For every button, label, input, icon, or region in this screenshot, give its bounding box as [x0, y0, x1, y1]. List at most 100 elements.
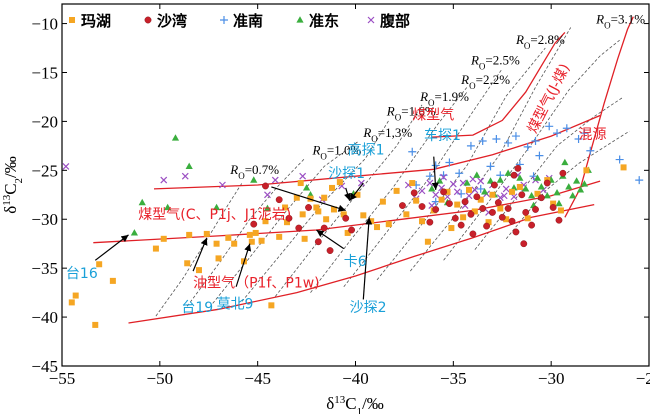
point-mahu [329, 184, 336, 191]
well-arrows [94, 156, 439, 300]
point-fubu [449, 180, 457, 188]
point-mahu [323, 216, 330, 223]
point-mahu [354, 191, 361, 198]
point-zhunnan [478, 136, 487, 145]
point-mahu [313, 204, 320, 211]
point-zhundong [528, 191, 536, 199]
axes: −55 −50 −45 −40 −35 −30 −25 −10 −15 −20 −25 −30 −35 −… [31, 4, 650, 388]
point-shawan [320, 224, 328, 232]
legend-label: 沙湾 [157, 12, 187, 30]
point-mahu [503, 216, 510, 223]
point-mahu [195, 267, 202, 274]
point-shawan [467, 210, 475, 218]
point-zhundong [561, 158, 569, 166]
point-shawan [399, 202, 406, 209]
legend-label: 玛湖 [81, 12, 111, 30]
annotation-arrow [349, 182, 364, 202]
point-mahu [438, 196, 445, 203]
point-zhundong [171, 134, 180, 141]
point-shawan [440, 188, 447, 196]
ro-isoline-2 [212, 141, 358, 304]
point-shawan [522, 208, 530, 216]
point-mahu [471, 208, 478, 215]
point-shawan [451, 214, 459, 222]
point-fubu [219, 181, 226, 189]
annotation-label: 煤型气(C、P1j、J1泥岩) [138, 207, 291, 223]
point-mahu [465, 186, 472, 193]
point-zhundong [565, 183, 573, 190]
annotation-arrow [362, 217, 373, 300]
point-fubu [453, 188, 461, 196]
point-shawan [518, 191, 526, 199]
point-zhundong [138, 198, 146, 206]
point-mahu [477, 196, 484, 203]
point-zhundong [543, 191, 551, 199]
point-mahu [413, 197, 420, 204]
point-zhunnan [492, 135, 501, 144]
y-tick-label: −25 [31, 161, 58, 180]
point-shawan [426, 218, 434, 226]
point-mahu [258, 237, 265, 244]
point-fubu [418, 187, 426, 195]
annotation-label: 台16 [66, 266, 98, 282]
point-mahu [225, 234, 232, 241]
annotation-label: 台19 [181, 300, 213, 316]
point-mahu [409, 180, 416, 187]
point-fubu [477, 177, 485, 185]
point-mahu [583, 167, 590, 174]
point-zhundong [580, 180, 589, 187]
point-mahu [96, 261, 103, 268]
point-mahu [460, 214, 467, 221]
ro-isoline-1 [186, 158, 305, 307]
point-shawan [537, 194, 545, 202]
point-mahu [231, 240, 238, 247]
ro-label: RO=1.0% [311, 143, 361, 162]
point-mahu [374, 224, 381, 231]
point-zhunnan [431, 161, 440, 170]
legend-item-zhundong: 准东 [296, 12, 339, 30]
y-tick-label: −10 [31, 15, 58, 34]
legend: 玛湖 沙湾 准南 准东 腹部 [69, 12, 410, 30]
point-shawan [262, 182, 269, 190]
ro-label: RO=0.7% [229, 162, 279, 181]
point-shawan [479, 205, 487, 212]
point-zhundong [185, 162, 193, 170]
point-zhundong [263, 204, 272, 212]
point-mahu [248, 238, 255, 245]
point-mahu [92, 321, 99, 328]
point-shawan [510, 171, 518, 179]
point-zhundong [463, 179, 471, 186]
point-zhunnan [580, 129, 589, 138]
ro-label: RO=3.1% [595, 12, 645, 31]
point-mahu [393, 187, 400, 194]
annotation-label: 沙探1 [328, 166, 365, 182]
point-zhunnan [523, 142, 532, 151]
boundary-curve-3 [431, 31, 566, 138]
point-zhunnan [431, 197, 440, 206]
point-zhundong [164, 203, 172, 211]
point-shawan [559, 169, 567, 177]
point-zhundong [553, 189, 561, 196]
point-mahu [72, 292, 79, 299]
point-zhunnan [553, 129, 562, 138]
point-fubu [160, 176, 168, 184]
point-shawan [342, 214, 350, 222]
point-zhundong [576, 186, 585, 193]
point-shawan [555, 216, 563, 224]
point-mahu [379, 198, 386, 205]
point-zhunnan [574, 135, 583, 144]
point-zhunnan [531, 136, 540, 145]
ro-isoline-8 [409, 27, 572, 272]
legend-label: 准南 [233, 12, 263, 30]
point-zhundong [302, 184, 311, 191]
ro-isolines [155, 27, 630, 317]
annotation-arrow [94, 234, 129, 261]
ro-labels: RO=0.7%RO=1.0%RO=1,3%RO=1.6%RO=1.9%RO=2.… [229, 12, 645, 182]
point-fubu [181, 172, 189, 180]
point-shawan [285, 214, 293, 222]
point-mahu [276, 233, 283, 240]
annotation-label: 卡6 [344, 254, 367, 270]
point-mahu [282, 204, 289, 211]
legend-item-mahu: 玛湖 [69, 12, 111, 30]
point-shawan [457, 221, 465, 229]
